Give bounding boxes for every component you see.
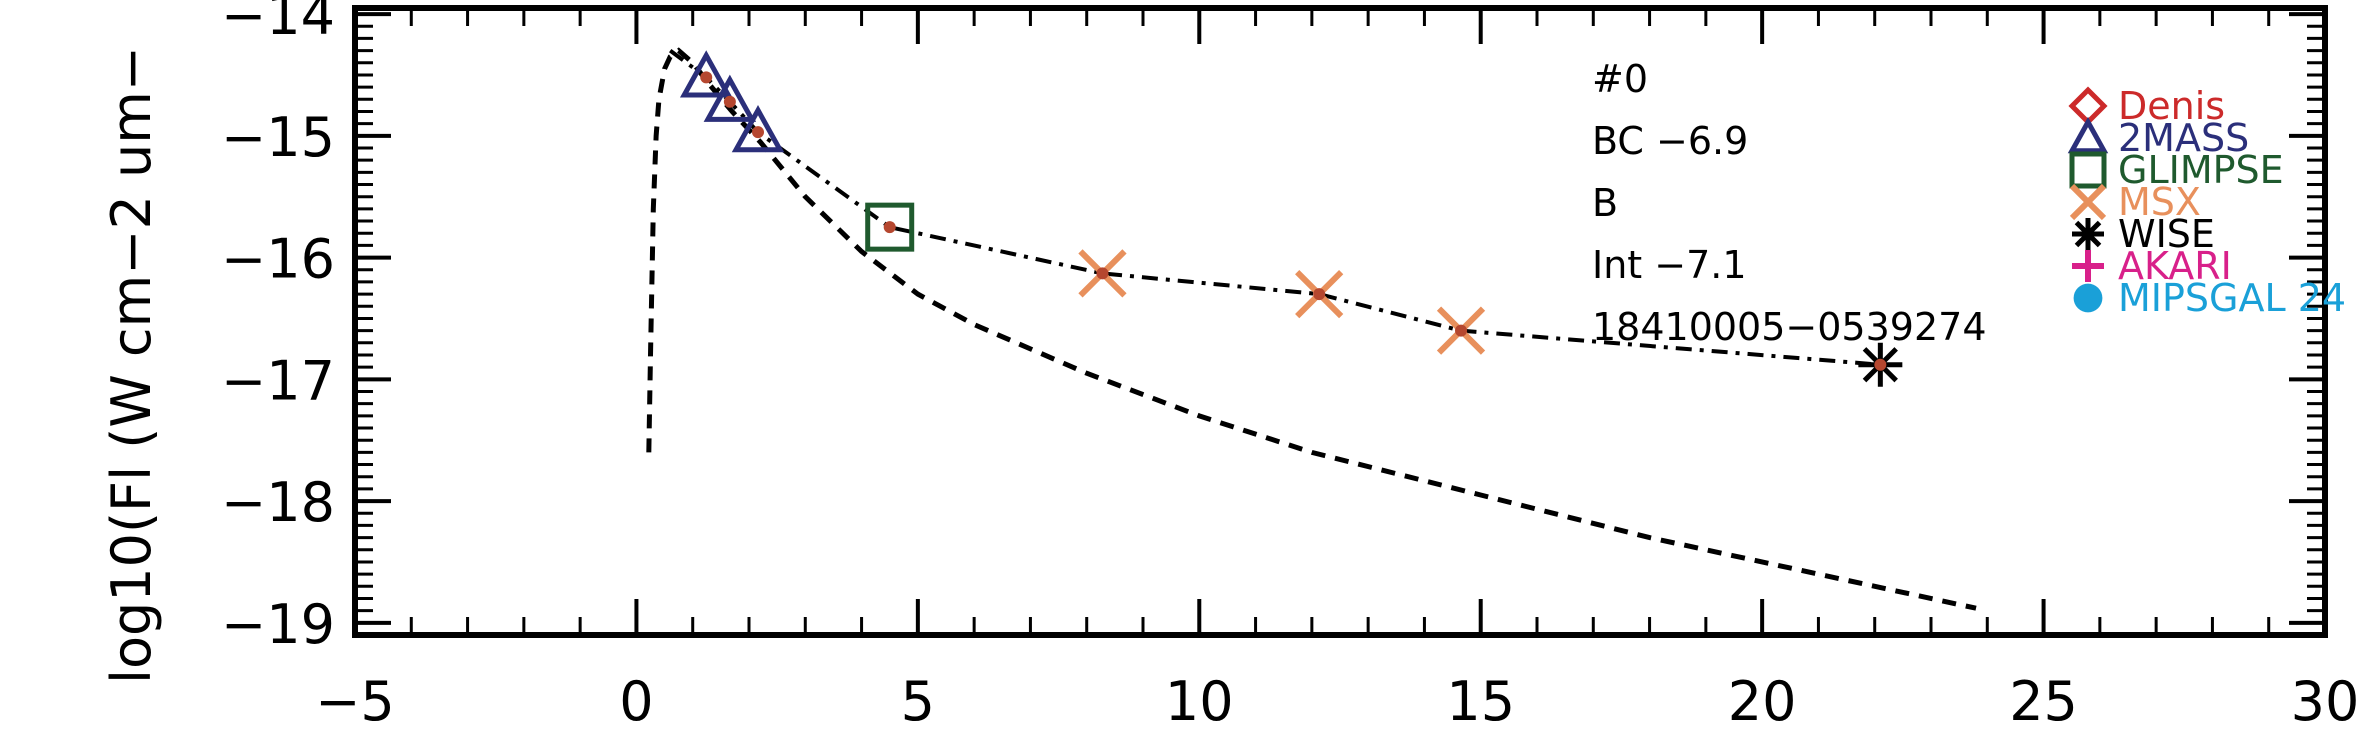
- legend-marker-wise: [2072, 218, 2104, 250]
- data-point-center-dot: [1313, 288, 1326, 301]
- x-tick-label: 10: [1165, 670, 1234, 733]
- y-tick-label: −18: [221, 471, 335, 534]
- axes: −5 0 5 10 15 20 25 30 −19 −18 −17 −16 −15 −14: [221, 0, 2359, 733]
- y-tick-label: −15: [221, 106, 335, 169]
- legend-label: 2MASS: [2118, 116, 2249, 160]
- data-point-center-dot: [700, 71, 713, 84]
- annotation-text: BC −6.9: [1592, 119, 1748, 163]
- data-point-2mass: [679, 50, 733, 98]
- annotation-text: #0: [1592, 57, 1648, 101]
- data-point-center-dot: [1874, 358, 1887, 371]
- data-point-center-dot: [1455, 324, 1468, 337]
- x-tick-label: 5: [901, 670, 935, 733]
- legend-label: WISE: [2118, 212, 2215, 256]
- blackbody-curve: [646, 47, 1977, 611]
- legend-marker-glimpse: [2069, 151, 2107, 189]
- y-axis-label: log10(Fl (W cm−2 um−: [100, 46, 163, 684]
- data-point-2mass: [731, 105, 785, 153]
- curves: [646, 47, 1977, 611]
- legend-label: GLIMPSE: [2118, 148, 2284, 192]
- legend-marker-akari: [2072, 250, 2104, 282]
- y-tick-label: −17: [221, 349, 335, 412]
- data-point-center-dot: [723, 95, 736, 108]
- y-tick-label: −14: [221, 0, 335, 47]
- data-point-center-dot: [1096, 267, 1109, 280]
- annotations: #0 BC −6.9 B Int −7.1 18410005−0539274: [1592, 57, 1987, 349]
- data-point-center-dot: [752, 126, 765, 139]
- x-tick-label: 20: [1728, 670, 1797, 733]
- legend-label: MSX: [2118, 180, 2201, 224]
- y-tick-label: −19: [221, 593, 335, 656]
- annotation-text: 18410005−0539274: [1592, 305, 1987, 349]
- data-point-center-dot: [883, 221, 896, 234]
- data-point-glimpse: [865, 202, 915, 252]
- x-tick-label: 25: [2009, 670, 2078, 733]
- legend-label: MIPSGAL 24: [2118, 276, 2346, 320]
- legend-marker-mipsgal-24: [2073, 283, 2103, 313]
- legend-marker-msx: [2069, 183, 2107, 221]
- legend-label: AKARI: [2118, 244, 2232, 288]
- annotation-text: B: [1592, 181, 1618, 225]
- x-tick-label: 0: [619, 670, 653, 733]
- x-tick-label: −5: [315, 670, 395, 733]
- x-tick-label: 30: [2291, 670, 2360, 733]
- plot-frame: [352, 5, 2328, 638]
- annotation-text: Int −7.1: [1592, 243, 1747, 287]
- x-tick-label: 15: [1446, 670, 1515, 733]
- y-tick-label: −16: [221, 228, 335, 291]
- legend-label: Denis: [2118, 84, 2225, 128]
- data-points: [679, 50, 1903, 387]
- legend-marker-2mass: [2067, 116, 2109, 154]
- data-point-2mass: [703, 74, 757, 122]
